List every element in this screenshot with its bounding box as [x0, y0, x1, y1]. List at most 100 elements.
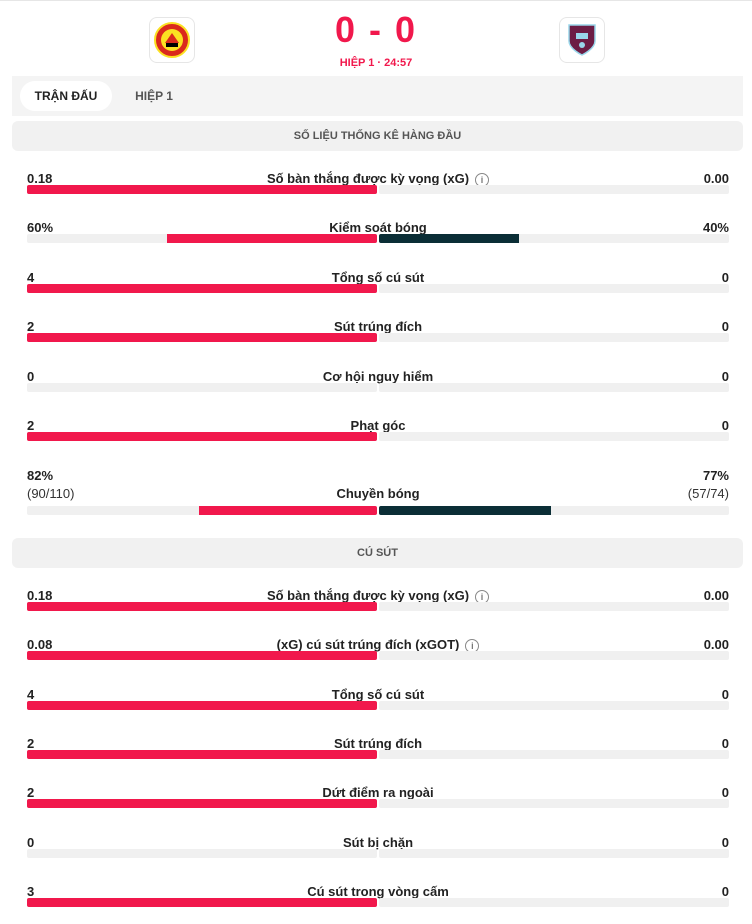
home-bar-fill	[27, 284, 377, 293]
stat-row: 2 0 Sút trúng đích	[27, 319, 729, 349]
home-value: 0	[27, 835, 35, 850]
stat-name: Dứt điểm ra ngoài	[27, 785, 729, 800]
home-value: 2	[27, 736, 35, 751]
home-bar-fill	[27, 651, 377, 660]
tab-match[interactable]: TRẬN ĐẤU	[20, 81, 112, 111]
home-subvalue: (90/110)	[27, 486, 75, 501]
away-value: 0	[721, 418, 729, 433]
home-value: 4	[27, 687, 35, 702]
stat-name: Số bàn thắng được kỳ vọng (xG) i	[27, 171, 729, 187]
home-bar-fill	[167, 234, 377, 243]
stat-name: Kiểm soát bóng	[27, 220, 729, 235]
away-bar-track	[379, 898, 729, 907]
away-bar-track	[379, 383, 729, 392]
away-value: 40%	[702, 220, 729, 235]
home-bar-track	[27, 602, 377, 611]
away-bar-fill	[379, 506, 551, 515]
home-value: 2	[27, 418, 35, 433]
stat-name: Phạt góc	[27, 418, 729, 433]
away-value: 0.00	[703, 637, 729, 652]
stat-row: 0 0 Sút bị chặn	[27, 835, 729, 865]
match-score: 0 - 0	[334, 9, 418, 50]
away-value: 77%	[702, 468, 729, 483]
home-bar-fill	[27, 432, 377, 441]
away-bar-track	[379, 284, 729, 293]
home-bar-track	[27, 333, 377, 342]
home-bar-track	[27, 284, 377, 293]
away-value: 0	[721, 319, 729, 334]
stat-row: 0.18 0.00 Số bàn thắng được kỳ vọng (xG) i	[27, 171, 729, 201]
stat-row: 4 0 Tổng số cú sút	[27, 687, 729, 717]
stat-row: 2 0 Phạt góc	[27, 418, 729, 448]
away-bar-fill	[379, 234, 519, 243]
home-value: 0.08	[27, 637, 53, 652]
stat-name: Sút trúng đích	[27, 319, 729, 334]
stat-label: Số bàn thắng được kỳ vọng (xG)	[266, 171, 470, 186]
stat-row: 2 0 Sút trúng đích	[27, 736, 729, 766]
away-bar-track	[379, 750, 729, 759]
home-value: 0.18	[27, 171, 53, 186]
stat-label: Số bàn thắng được kỳ vọng (xG)	[266, 588, 470, 603]
away-value: 0	[721, 835, 729, 850]
home-bar-fill	[27, 602, 377, 611]
away-bar-track	[379, 701, 729, 710]
match-header: 0 - 0 HIỆP 1 · 24:57	[0, 0, 752, 76]
away-bar-track	[379, 333, 729, 342]
section-header: CÚ SÚT	[12, 538, 743, 568]
home-bar-track	[27, 383, 377, 392]
away-bar-track	[379, 651, 729, 660]
stat-row: 82% 77% (90/110) (57/74) Chuyền bóng	[27, 468, 729, 516]
home-value: 0	[27, 369, 35, 384]
away-value: 0	[721, 785, 729, 800]
stat-name: Số bàn thắng được kỳ vọng (xG) i	[27, 588, 729, 604]
away-subvalue: (57/74)	[687, 486, 729, 501]
away-bar-track	[379, 506, 729, 515]
home-value: 2	[27, 785, 35, 800]
home-team-crest[interactable]	[149, 17, 195, 63]
stat-name: Cơ hội nguy hiểm	[27, 369, 729, 384]
stat-label: (xG) cú sút trúng đích (xGOT)	[276, 637, 460, 652]
stat-row: 0 0 Cơ hội nguy hiểm	[27, 369, 729, 399]
home-bar-track	[27, 506, 377, 515]
stat-label: Sút trúng đích	[333, 319, 423, 334]
tabs-bar: TRẬN ĐẤU HIỆP 1	[12, 76, 743, 116]
home-bar-track	[27, 898, 377, 907]
stat-label: Cơ hội nguy hiểm	[322, 369, 434, 384]
stat-label: Cú sút trong vòng cấm	[307, 884, 449, 899]
home-value: 3	[27, 884, 35, 899]
home-bar-fill	[198, 506, 377, 515]
burnley-crest-icon	[568, 24, 596, 56]
home-bar-track	[27, 651, 377, 660]
home-bar-fill	[27, 333, 377, 342]
stat-row: 2 0 Dứt điểm ra ngoài	[27, 785, 729, 815]
home-bar-track	[27, 432, 377, 441]
stat-row: 0.08 0.00 (xG) cú sút trúng đích (xGOT) i	[27, 637, 729, 667]
home-bar-fill	[27, 701, 377, 710]
away-team-crest[interactable]	[559, 17, 605, 63]
away-bar-track	[379, 602, 729, 611]
away-value: 0	[721, 270, 729, 285]
home-value: 82%	[27, 468, 54, 483]
stat-name: Tổng số cú sút	[27, 687, 729, 702]
tab-first-half[interactable]: HIỆP 1	[135, 89, 173, 103]
away-bar-track	[379, 799, 729, 808]
home-bar-fill	[27, 799, 377, 808]
away-bar-track	[379, 185, 729, 194]
home-bar-track	[27, 701, 377, 710]
home-bar-track	[27, 849, 377, 858]
stat-label: Dứt điểm ra ngoài	[322, 785, 434, 800]
away-value: 0	[721, 736, 729, 751]
home-value: 0.18	[27, 588, 53, 603]
match-period: HIỆP 1 · 24:57	[339, 57, 413, 69]
stat-row: 4 0 Tổng số cú sút	[27, 270, 729, 300]
home-value: 2	[27, 319, 35, 334]
stat-row: 60% 40% Kiểm soát bóng	[27, 220, 729, 250]
away-value: 0.00	[703, 171, 729, 186]
stat-name: Tổng số cú sút	[27, 270, 729, 285]
away-bar-track	[379, 849, 729, 858]
stat-label: Chuyền bóng	[336, 486, 420, 501]
stat-name: Cú sút trong vòng cấm	[27, 884, 729, 899]
home-value: 4	[27, 270, 35, 285]
home-bar-fill	[27, 898, 377, 907]
stat-name: Chuyền bóng	[27, 486, 729, 501]
